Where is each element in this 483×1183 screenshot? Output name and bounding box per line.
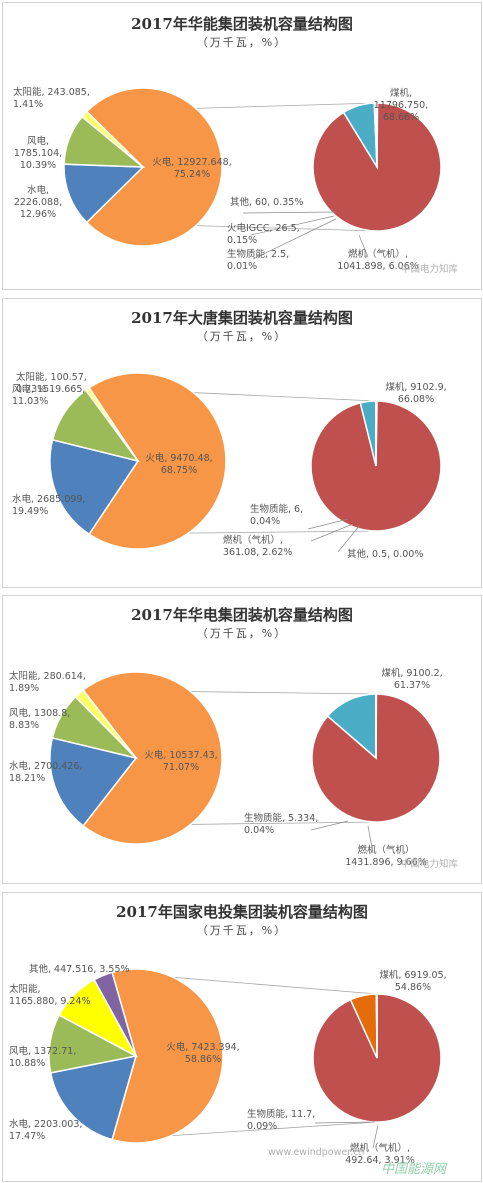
- breakdown-pie: [312, 993, 442, 1123]
- label-leader-lines: [307, 518, 361, 553]
- data-label-gas: 燃机（气机） 1431.896, 9.66%: [345, 844, 427, 868]
- chart-panel-datang: 2017年大唐集团装机容量结构图 （万千瓦，%） 火电, 9470.48, 68.…: [2, 298, 482, 588]
- breakdown-slice-biomass: [375, 993, 378, 1059]
- leader-line: [250, 215, 335, 236]
- data-label-wind: 风电, 1785.104, 10.39%: [14, 135, 62, 171]
- data-label-wind: 风电, 1372.71, 10.88%: [9, 1045, 76, 1069]
- chart-title: 2017年华能集团装机容量结构图: [131, 15, 353, 33]
- data-label-coal: 煤机, 9102.9, 66.08%: [385, 381, 446, 405]
- data-label-gas: 燃机（气机）, 492.64, 3.91%: [345, 1142, 414, 1166]
- slice-labels: 火电, 12927.648, 75.24% 水电, 2226.088, 12.96% 风电…: [13, 86, 428, 272]
- data-label-biomass: 生物质能, 2.5, 0.01%: [227, 248, 289, 272]
- main-slice-solar: [84, 386, 139, 462]
- leader-line: [358, 234, 369, 258]
- main-slice-other: [93, 971, 137, 1057]
- data-label-solar: 太阳能, 280.614, 1.89%: [9, 670, 86, 694]
- chart-unit: （万千瓦，%）: [197, 36, 287, 49]
- main-pie: [49, 372, 227, 550]
- watermark-text: www.ewindpower.cn: [268, 1147, 365, 1158]
- chart-panel-huadian: 2017年华电集团装机容量结构图 （万千瓦，%） 火电, 10537.43, 71…: [2, 595, 482, 884]
- data-label-gas: 燃机（气机）, 1041.898, 6.06%: [337, 248, 419, 272]
- main-pie: [48, 968, 224, 1144]
- chart-title: 2017年国家电投集团装机容量结构图: [116, 903, 368, 921]
- data-label-coal: 煤机, 11796.750, 68.66%: [374, 87, 428, 123]
- breakdown-slice-biomass: [375, 693, 378, 759]
- pie-of-pie-chart: 2017年华能集团装机容量结构图 （万千瓦，%） 火电, 12927.648, 7…: [13, 15, 459, 275]
- main-slice-hydro: [63, 163, 145, 224]
- data-label-biomass: 生物质能, 11.7, 0.09%: [247, 1108, 315, 1132]
- pie-of-pie-chart: 2017年国家电投集团装机容量结构图 （万千瓦，%） 火电, 7423.394,…: [9, 903, 448, 1177]
- chart-title: 2017年大唐集团装机容量结构图: [131, 309, 353, 327]
- data-label-solar: 太阳能, 100.57, 0.73%: [16, 371, 87, 395]
- data-label-wind: 风电, 1308.8, 8.83%: [9, 707, 70, 731]
- data-label-other: 其他, 60, 0.35%: [230, 196, 303, 208]
- breakdown-pie: [311, 693, 441, 823]
- breakdown-slice-gas: [326, 693, 377, 760]
- data-label-coal: 煤机, 6919.05, 54.86%: [379, 969, 446, 993]
- chart-unit: （万千瓦，%）: [197, 627, 287, 640]
- leader-line: [314, 1121, 376, 1124]
- slice-labels: 火电, 7423.394, 58.86% 水电, 2203.003, 17.47% 风电…: [9, 963, 447, 1166]
- main-slice-hydro: [49, 737, 138, 827]
- chart-panel-spic: 2017年国家电投集团装机容量结构图 （万千瓦，%） 火电, 7423.394,…: [2, 892, 482, 1182]
- main-slice-thermal: [82, 671, 223, 845]
- breakdown-pie: [312, 102, 442, 232]
- data-label-solar: 太阳能, 243.085, 1.41%: [13, 86, 90, 110]
- slice-labels: 火电, 9470.48, 68.75% 水电, 2685.099, 19.49% 风电,…: [12, 371, 447, 560]
- leader-line: [310, 523, 354, 542]
- leader-line: [242, 211, 337, 214]
- data-label-gas: 燃机（气机）, 361.08, 2.62%: [223, 534, 292, 558]
- leader-line: [310, 820, 349, 831]
- breakdown-slice-coal: [312, 993, 442, 1123]
- pie-of-pie-chart: 2017年华电集团装机容量结构图 （万千瓦，%） 火电, 10537.43, 71…: [9, 606, 459, 870]
- leader-line: [307, 518, 349, 530]
- main-slice-thermal: [88, 372, 227, 550]
- label-leader-lines: [242, 211, 369, 260]
- chart-title: 2017年华电集团装机容量结构图: [131, 606, 353, 624]
- data-label-thermal: 火电, 7423.394, 58.86%: [166, 1041, 239, 1065]
- data-label-thermal: 火电, 10537.43, 71.07%: [144, 749, 217, 773]
- data-label-biomass: 生物质能, 6, 0.04%: [250, 503, 303, 527]
- main-slice-thermal: [85, 87, 223, 247]
- watermark-text: 中国电力知库: [401, 858, 459, 870]
- slice-labels: 火电, 10537.43, 71.07% 水电, 2700.426, 18.21% 风电…: [9, 667, 443, 868]
- chart-unit: （万千瓦，%）: [197, 924, 287, 937]
- main-pie: [49, 671, 223, 845]
- pie-of-pie-chart: 2017年大唐集团装机容量结构图 （万千瓦，%） 火电, 9470.48, 68.…: [12, 309, 447, 560]
- leader-line: [372, 1124, 379, 1149]
- data-label-hydro: 水电, 2685.099, 19.49%: [12, 493, 85, 517]
- main-slice-thermal: [111, 968, 224, 1144]
- label-leader-lines: [310, 820, 374, 854]
- breakdown-slice-biomass: [376, 102, 379, 168]
- data-label-hydro: 水电, 2700.426, 18.21%: [9, 760, 82, 784]
- breakdown-slice-other: [375, 400, 378, 467]
- data-label-thermal: 火电, 9470.48, 68.75%: [145, 452, 212, 476]
- data-label-wind: 风电, 1519.665, 11.03%: [12, 383, 85, 407]
- watermark-text: 中国电力知库: [401, 263, 459, 275]
- data-label-thermal: 火电, 12927.648, 75.24%: [152, 156, 231, 180]
- main-slice-hydro: [49, 438, 140, 536]
- label-leader-lines: [314, 1121, 379, 1149]
- data-label-hydro: 水电, 2203.003, 17.47%: [9, 1118, 82, 1142]
- data-label-solar: 太阳能, 1165.880, 9.24%: [9, 983, 91, 1007]
- main-slice-hydro: [49, 1055, 138, 1141]
- leader-line: [337, 524, 361, 553]
- data-label-biomass: 生物质能, 5.334, 0.04%: [244, 812, 318, 836]
- breakdown-pie: [310, 400, 442, 532]
- data-label-other: 其他, 0.5, 0.00%: [347, 548, 423, 560]
- data-label-hydro: 水电, 2226.088, 12.96%: [14, 184, 62, 220]
- main-pie: [63, 87, 223, 247]
- main-slice-solar: [74, 689, 137, 759]
- chart-unit: （万千瓦，%）: [197, 330, 287, 343]
- main-slice-solar: [80, 110, 144, 168]
- leader-line: [367, 825, 374, 854]
- data-label-other: 其他, 447.516, 3.55%: [29, 963, 130, 975]
- data-label-coal: 煤机, 9100.2, 61.37%: [381, 667, 442, 691]
- watermark-logo-text: 中国能源网: [381, 1162, 448, 1177]
- leader-line: [252, 218, 337, 260]
- chart-panel-huaneng: 2017年华能集团装机容量结构图 （万千瓦，%） 火电, 12927.648, 7…: [2, 2, 482, 290]
- data-label-igcc: 火电IGCC, 26.5, 0.15%: [227, 222, 300, 246]
